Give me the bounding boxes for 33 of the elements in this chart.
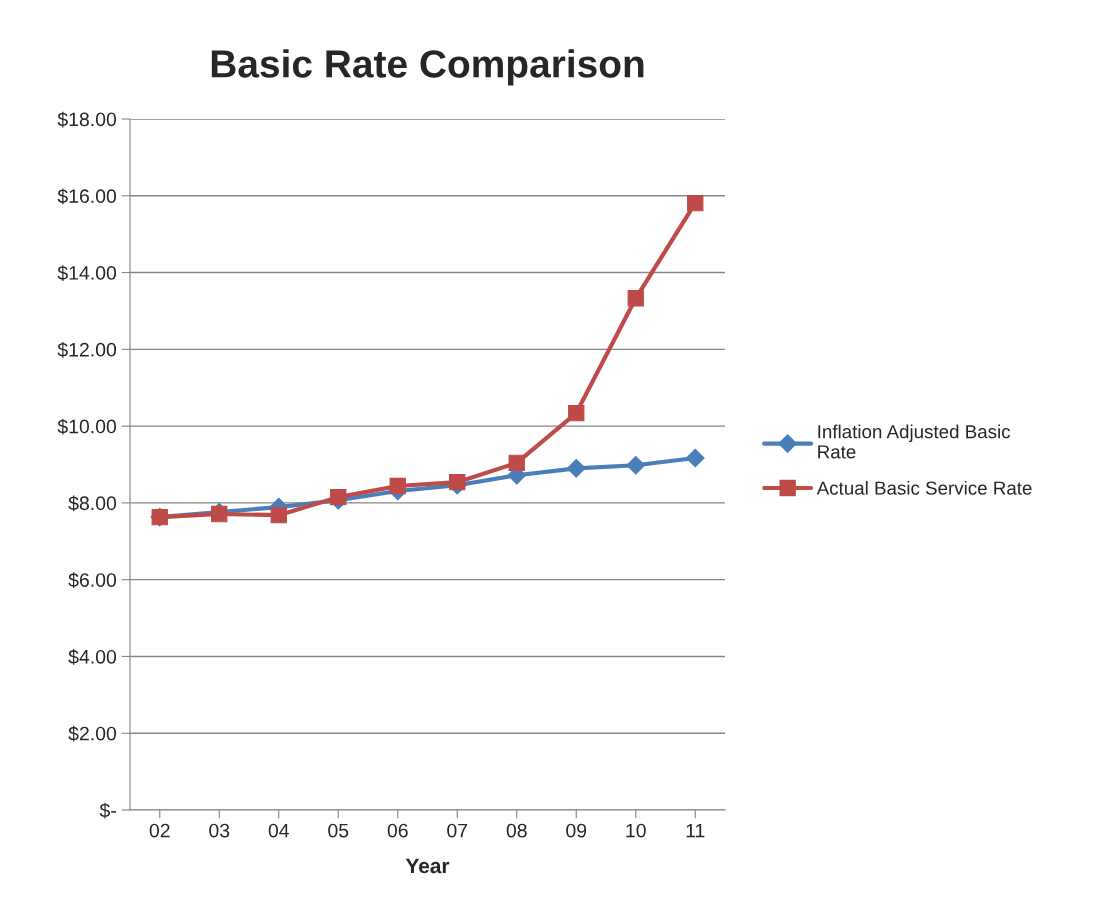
point	[568, 404, 585, 422]
x-tick-label: 10	[626, 823, 646, 838]
y-tick-label: $16.00	[57, 188, 117, 205]
x-axis-title: Year	[405, 858, 450, 874]
x-tick-label: 06	[387, 823, 408, 838]
y-tick-label: $-	[99, 802, 116, 819]
x-tick-label: 04	[268, 823, 289, 838]
y-tick-label: $18.00	[57, 111, 117, 128]
x-tick-label: 03	[209, 823, 230, 838]
legend-label: Actual Basic Service Rate	[816, 480, 1032, 495]
point	[627, 290, 644, 307]
point	[626, 455, 646, 475]
x-tick-label: 08	[506, 823, 527, 838]
y-tick-label: $14.00	[57, 265, 117, 281]
y-tick-label: $8.00	[68, 495, 117, 512]
x-tick-label: 07	[447, 823, 468, 838]
y-tick-label: $10.00	[57, 418, 117, 435]
y-tick-label: $4.00	[68, 649, 117, 665]
x-tick-label: 05	[328, 823, 349, 838]
chart-title: Basic Rate Comparison	[211, 49, 644, 86]
y-tick-label: $2.00	[68, 725, 117, 742]
point	[687, 194, 704, 212]
y-tick-label: $12.00	[57, 341, 117, 358]
x-tick-label: 02	[149, 823, 170, 838]
point	[389, 477, 406, 495]
x-tick-label: 09	[566, 823, 587, 838]
point	[566, 458, 586, 478]
point	[270, 507, 287, 524]
point	[685, 448, 705, 468]
x-tick-label: 11	[686, 823, 705, 838]
point	[508, 454, 525, 472]
legend-label: Inflation Adjusted Basic Rate	[818, 424, 1011, 459]
y-tick-label: $6.00	[68, 572, 117, 589]
